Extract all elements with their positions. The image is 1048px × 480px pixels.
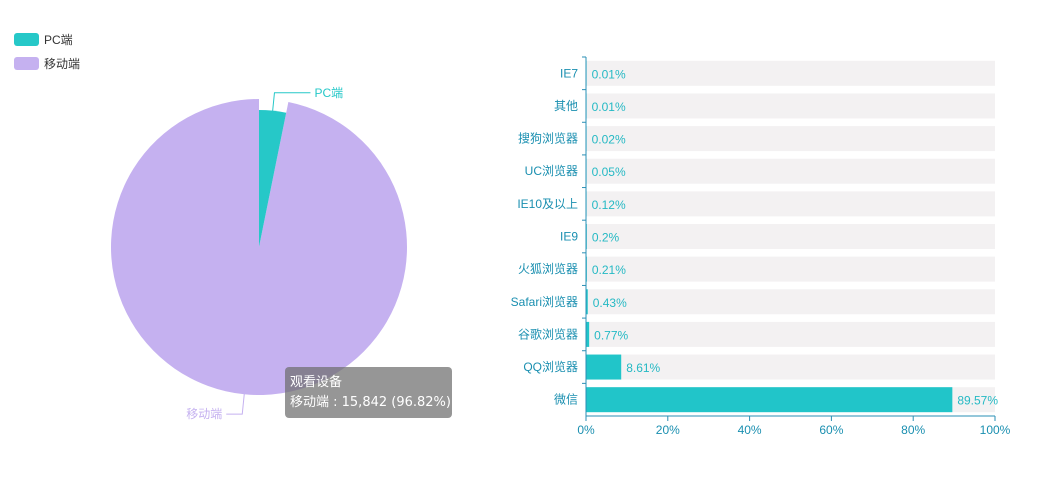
bar[interactable] — [586, 321, 590, 347]
bar-track — [587, 354, 995, 380]
x-tick-label: 80% — [901, 423, 925, 437]
bar-track — [587, 126, 995, 152]
value-label: 0.43% — [593, 296, 627, 310]
category-label: 微信 — [554, 393, 578, 407]
category-label: 搜狗浏览器 — [518, 131, 578, 146]
bar[interactable] — [586, 289, 588, 315]
bar[interactable] — [586, 354, 622, 380]
value-label: 0.2% — [592, 231, 620, 245]
pie-label-line-pc — [271, 92, 311, 119]
bar-track — [587, 191, 995, 217]
bar[interactable] — [586, 387, 953, 413]
x-tick-label: 100% — [980, 423, 1011, 437]
pie-slice-pc[interactable] — [259, 110, 287, 247]
value-label: 8.61% — [626, 361, 660, 375]
value-label: 0.02% — [592, 133, 626, 147]
bar-track — [587, 224, 995, 249]
category-label: IE10及以上 — [517, 197, 578, 211]
bar-track — [587, 93, 995, 119]
pie-label-line-mobile — [226, 392, 245, 415]
category-label: 谷歌浏览器 — [518, 326, 578, 341]
pie-slice-label-pc: PC端 — [314, 86, 343, 100]
legend-swatch-pc — [14, 33, 39, 46]
bar-chart: IE7 0.01% 其他 0.01% 搜狗浏览器 0.02% UC浏览器 0.05% IE10及… — [511, 56, 1011, 437]
category-label: UC浏览器 — [525, 163, 578, 178]
bar-track — [587, 289, 995, 315]
tooltip: 观看设备 移动端 : 15,842 (96.82%) — [285, 367, 452, 418]
category-label: Safari浏览器 — [511, 294, 578, 309]
bar-track — [587, 158, 995, 184]
legend-label-pc: PC端 — [44, 33, 73, 47]
bar-track — [587, 321, 995, 347]
category-label: QQ浏览器 — [523, 359, 578, 374]
bar-track — [587, 256, 995, 282]
value-label: 0.12% — [592, 198, 626, 212]
legend-item-pc[interactable]: PC端 — [14, 33, 73, 47]
legend-item-mobile[interactable]: 移动端 — [14, 57, 80, 71]
category-label: 火狐浏览器 — [518, 261, 578, 276]
legend[interactable]: PC端 移动端 — [14, 33, 80, 71]
pie-chart: PC端 移动端 — [110, 86, 408, 421]
value-label: 0.01% — [592, 100, 626, 114]
value-label: 0.01% — [592, 67, 626, 81]
value-label: 89.57% — [957, 394, 998, 408]
x-tick-label: 20% — [656, 423, 680, 437]
value-label: 0.21% — [592, 263, 626, 277]
category-label: IE9 — [560, 230, 578, 244]
tooltip-title: 观看设备 — [290, 375, 343, 390]
x-tick-label: 60% — [819, 423, 843, 437]
x-tick-label: 40% — [738, 423, 762, 437]
legend-label-mobile: 移动端 — [44, 57, 80, 71]
value-label: 0.05% — [592, 165, 626, 179]
pie-slice-label-mobile: 移动端 — [186, 407, 222, 421]
value-label: 0.77% — [594, 328, 628, 342]
category-label: IE7 — [560, 66, 578, 80]
legend-swatch-mobile — [14, 57, 39, 70]
bar-track — [587, 60, 995, 86]
tooltip-line: 移动端 : 15,842 (96.82%) — [290, 395, 451, 410]
x-tick-label: 0% — [577, 423, 595, 437]
category-label: 其他 — [554, 99, 578, 113]
